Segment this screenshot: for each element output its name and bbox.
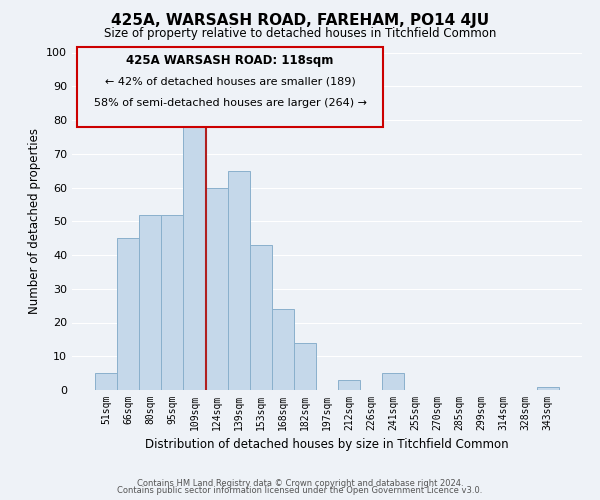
Bar xyxy=(250,245,272,390)
Y-axis label: Number of detached properties: Number of detached properties xyxy=(28,128,41,314)
Bar xyxy=(537,386,559,390)
Text: Size of property relative to detached houses in Titchfield Common: Size of property relative to detached ho… xyxy=(104,28,496,40)
Bar xyxy=(139,214,161,390)
Text: ← 42% of detached houses are smaller (189): ← 42% of detached houses are smaller (18… xyxy=(105,76,355,86)
Bar xyxy=(272,309,294,390)
Bar xyxy=(382,373,404,390)
Text: Contains public sector information licensed under the Open Government Licence v3: Contains public sector information licen… xyxy=(118,486,482,495)
Text: 58% of semi-detached houses are larger (264) →: 58% of semi-detached houses are larger (… xyxy=(94,98,367,108)
Bar xyxy=(117,238,139,390)
Bar xyxy=(161,214,184,390)
Text: Contains HM Land Registry data © Crown copyright and database right 2024.: Contains HM Land Registry data © Crown c… xyxy=(137,478,463,488)
X-axis label: Distribution of detached houses by size in Titchfield Common: Distribution of detached houses by size … xyxy=(145,438,509,452)
Bar xyxy=(227,170,250,390)
Bar xyxy=(294,343,316,390)
FancyBboxPatch shape xyxy=(77,48,383,126)
Bar xyxy=(184,120,206,390)
Text: 425A WARSASH ROAD: 118sqm: 425A WARSASH ROAD: 118sqm xyxy=(127,54,334,67)
Bar xyxy=(206,188,227,390)
Text: 425A, WARSASH ROAD, FAREHAM, PO14 4JU: 425A, WARSASH ROAD, FAREHAM, PO14 4JU xyxy=(111,12,489,28)
Bar xyxy=(338,380,360,390)
Bar xyxy=(95,373,117,390)
